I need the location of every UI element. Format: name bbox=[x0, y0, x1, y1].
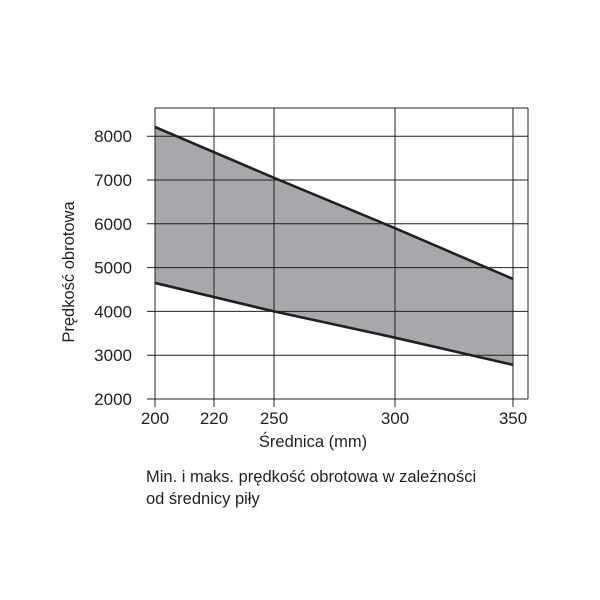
x-axis-label: Średnica (mm) bbox=[259, 432, 367, 451]
y-tick-label-5000: 5000 bbox=[94, 259, 132, 278]
y-tick-label-6000: 6000 bbox=[94, 215, 132, 234]
y-tick-label-7000: 7000 bbox=[94, 171, 132, 190]
x-tick-label-200: 200 bbox=[141, 409, 169, 428]
caption-line-2: od średnicy piły bbox=[146, 490, 260, 508]
y-tick-label-2000: 2000 bbox=[94, 390, 132, 409]
y-tick-label-4000: 4000 bbox=[94, 302, 132, 321]
chart-caption: Min. i maks. prędkość obrotowa w zależno… bbox=[146, 466, 546, 510]
x-tick-label-220: 220 bbox=[200, 409, 228, 428]
y-tick-label-3000: 3000 bbox=[94, 346, 132, 365]
caption-line-1: Min. i maks. prędkość obrotowa w zależno… bbox=[146, 468, 477, 486]
speed-range-band bbox=[155, 127, 513, 365]
x-tick-label-250: 250 bbox=[260, 409, 288, 428]
x-tick-label-300: 300 bbox=[381, 409, 409, 428]
y-axis-label: Prędkość obrotowa bbox=[60, 201, 78, 343]
series-line-max bbox=[154, 125, 514, 281]
series-line-min bbox=[154, 281, 514, 367]
y-tick-label-8000: 8000 bbox=[94, 127, 132, 146]
x-tick-label-350: 350 bbox=[499, 409, 527, 428]
